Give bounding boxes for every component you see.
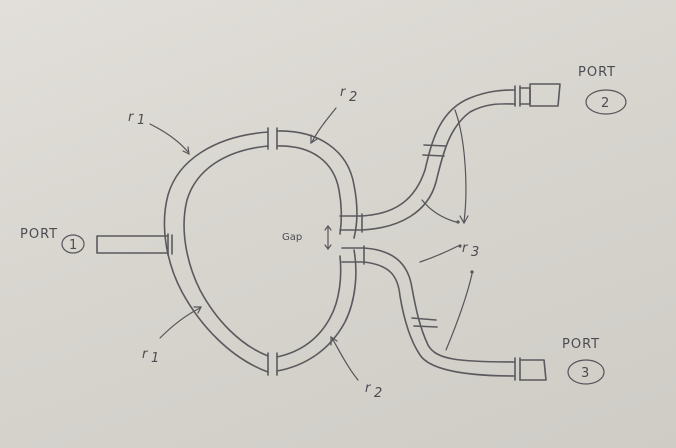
- r2-lower-subscript: 2: [374, 386, 382, 401]
- r2-lower-label: r: [365, 381, 372, 396]
- ring-bottom-junction: [267, 352, 278, 376]
- ring-left-section: [163, 131, 269, 373]
- port-3-marker: PORT 3: [562, 337, 605, 385]
- gap-label: Gap: [282, 232, 302, 243]
- r1-lower-label: r: [142, 347, 149, 362]
- port-1-label: PORT: [20, 227, 58, 242]
- r2-upper-annotation: r 2: [310, 85, 357, 145]
- port-1-feed-waveguide: [96, 233, 173, 256]
- port-3-label: PORT: [562, 337, 600, 352]
- coupler-lower-stub: [341, 245, 365, 265]
- ring-right-section: [276, 130, 358, 372]
- r1-upper-subscript: 1: [137, 113, 145, 128]
- port-2-number: 2: [601, 96, 609, 111]
- port-2-branch-waveguide: [361, 83, 561, 231]
- r2-upper-label: r: [340, 85, 347, 100]
- r2-upper-subscript: 2: [349, 90, 357, 105]
- r3-label: r: [462, 241, 469, 256]
- gap-marker: [324, 225, 332, 250]
- port-1-number: 1: [69, 238, 77, 253]
- r1-upper-label: r: [128, 110, 135, 125]
- coupler-upper-stub: [339, 213, 363, 233]
- r1-lower-annotation: r 1: [142, 306, 202, 366]
- port-3-branch-waveguide: [363, 247, 547, 381]
- port-1-marker: PORT 1: [20, 227, 85, 254]
- r2-lower-annotation: r 2: [330, 335, 382, 401]
- ring-top-junction: [267, 127, 278, 150]
- r3-subscript: 3: [471, 245, 479, 260]
- port-2-marker: PORT 2: [578, 65, 627, 115]
- port-2-label: PORT: [578, 65, 616, 80]
- r1-lower-subscript: 1: [151, 351, 159, 366]
- r3-annotation: r 3: [419, 109, 479, 351]
- port-3-number: 3: [581, 366, 589, 381]
- r1-upper-annotation: r 1: [128, 110, 190, 156]
